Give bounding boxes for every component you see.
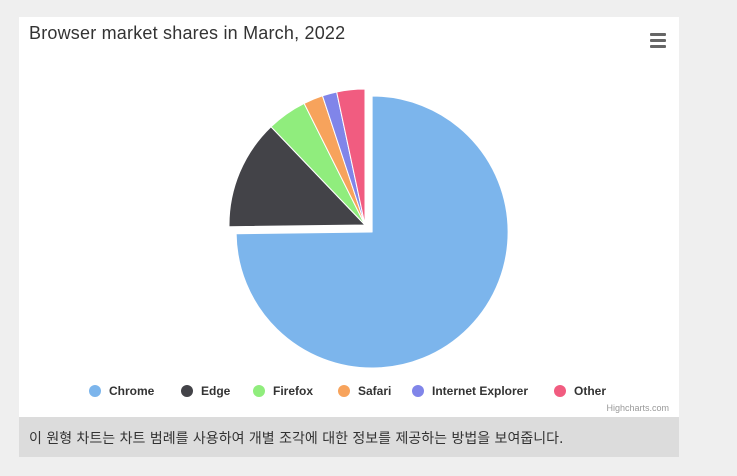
pie-slice-edge[interactable] — [228, 126, 366, 228]
legend-label: Other — [574, 384, 607, 398]
legend-item-chrome[interactable]: Chrome — [89, 381, 154, 401]
legend-symbol — [412, 385, 424, 397]
legend-symbol — [181, 385, 193, 397]
legend-label: Chrome — [109, 384, 155, 398]
chart-title: Browser market shares in March, 2022 — [29, 23, 346, 43]
hamburger-menu-icon[interactable] — [645, 29, 671, 51]
legend-label: Safari — [358, 384, 392, 398]
pie-slice-chrome[interactable] — [235, 95, 509, 369]
legend-symbol — [338, 385, 350, 397]
legend-item-safari[interactable]: Safari — [338, 381, 391, 401]
legend-label: Edge — [201, 384, 231, 398]
legend-item-other[interactable]: Other — [554, 381, 606, 401]
legend-symbol — [89, 385, 101, 397]
chart-legend: Chrome Edge Firefox Safari Internet Explorer… — [19, 381, 679, 401]
legend-item-edge[interactable]: Edge — [181, 381, 230, 401]
credits-link[interactable]: Highcharts.com — [606, 403, 669, 413]
legend-label: Firefox — [273, 384, 314, 398]
chart-container: Browser market shares in March, 2022 Chr… — [19, 17, 679, 417]
pie-chart — [228, 88, 509, 369]
legend-item-firefox[interactable]: Firefox — [253, 381, 313, 401]
pie-slice-other[interactable] — [336, 88, 366, 226]
legend-symbol — [554, 385, 566, 397]
legend-symbol — [253, 385, 265, 397]
legend-label: Internet Explorer — [432, 384, 529, 398]
chart-figure: Browser market shares in March, 2022 Chr… — [19, 17, 679, 457]
chart-caption: 이 원형 차트는 차트 범례를 사용하여 개별 조각에 대한 정보를 제공하는 … — [19, 417, 679, 457]
legend-item-internet-explorer[interactable]: Internet Explorer — [412, 381, 528, 401]
